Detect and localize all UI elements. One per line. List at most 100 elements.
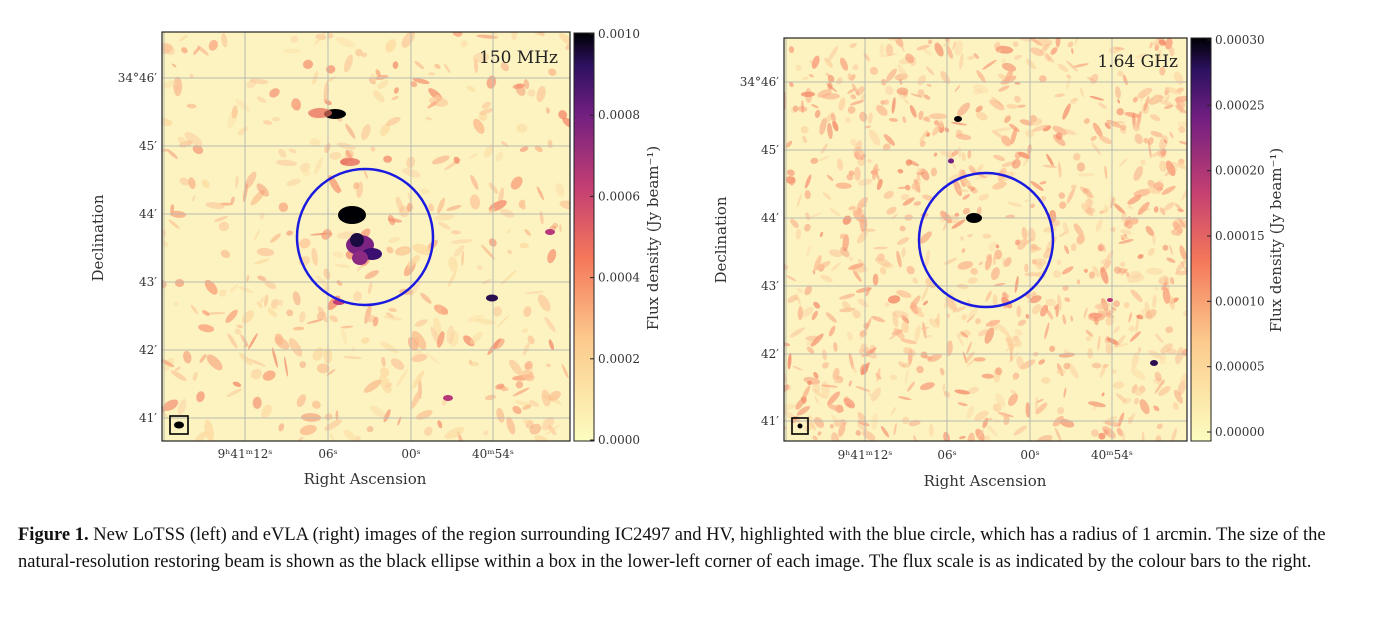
noise-blob [1073, 153, 1081, 161]
source-ic2497 [338, 206, 366, 224]
noise-blob [857, 157, 866, 167]
noise-blob [537, 294, 551, 312]
noise-blob [1183, 165, 1186, 171]
noise-blob [860, 363, 869, 375]
noise-blob [972, 88, 983, 95]
noise-blob [959, 435, 966, 440]
noise-blob [998, 73, 1007, 80]
noise-blob [796, 193, 802, 208]
noise-blob [428, 72, 436, 76]
noise-blob [355, 48, 363, 57]
noise-blob [444, 426, 465, 440]
noise-blob [982, 233, 992, 239]
noise-blob [278, 423, 285, 432]
noise-blob [1127, 194, 1142, 205]
noise-blob [1070, 315, 1074, 322]
noise-blob [876, 178, 883, 191]
noise-blob [813, 371, 819, 379]
noise-blob [1004, 115, 1011, 124]
noise-blob [832, 120, 839, 132]
noise-blob [512, 83, 525, 89]
noise-blob [839, 233, 847, 240]
noise-blob [800, 306, 814, 318]
colorbar-tick-label: 0.0010 [598, 27, 640, 41]
colorbar-left [573, 32, 595, 442]
noise-blob [562, 117, 570, 129]
noise-blob [896, 87, 909, 95]
noise-blob [810, 157, 819, 164]
noise-blob [1140, 159, 1146, 166]
sources-right [948, 116, 1158, 366]
noise-blob [364, 314, 376, 323]
noise-blob [994, 127, 1012, 132]
noise-blob [561, 364, 569, 379]
tick-label: 45′ [761, 143, 779, 157]
noise-blob [1166, 348, 1177, 355]
noise-blob [162, 358, 175, 368]
noise-blob [812, 435, 818, 441]
caption-text: New LoTSS (left) and eVLA (right) images… [18, 525, 1326, 572]
tick-label: 41′ [139, 411, 157, 425]
noise-blob [1128, 325, 1135, 332]
noise-blob [1116, 108, 1124, 116]
tick-label: 42′ [139, 343, 157, 357]
noise-blob [1163, 139, 1168, 144]
noise-blob [816, 261, 831, 271]
noise-blob [883, 99, 889, 105]
noise-blob [1113, 266, 1122, 274]
noise-blob [1104, 421, 1122, 427]
noise-blob [310, 232, 331, 236]
noise-blob [1103, 208, 1109, 214]
noise-blob [1103, 429, 1109, 435]
tick-label: 9ʰ41ᵐ12ˢ [218, 447, 273, 461]
noise-blob [482, 430, 489, 436]
noise-blob [992, 256, 996, 265]
noise-blob [204, 419, 214, 441]
noise-blob [302, 169, 311, 177]
noise-blob [1031, 259, 1037, 265]
noise-blob [387, 218, 402, 223]
noise-blob [1162, 244, 1169, 251]
noise-blob [1104, 122, 1111, 130]
noise-blob [1010, 128, 1017, 145]
noise-blob [919, 140, 926, 148]
noise-blob [1045, 307, 1054, 320]
noise-blob [302, 59, 314, 70]
noise-blob [967, 234, 973, 238]
noise-blob [923, 49, 932, 56]
source [1107, 298, 1113, 302]
noise-blob [487, 338, 501, 356]
noise-blob [1164, 104, 1174, 109]
noise-blob [966, 358, 976, 367]
noise-blob [390, 358, 405, 370]
noise-blob [1091, 142, 1102, 156]
source [352, 251, 368, 265]
noise-blob [1175, 347, 1184, 365]
noise-blob [814, 109, 821, 118]
noise-blob [1137, 201, 1150, 216]
tick-label: 43′ [761, 279, 779, 293]
noise-blob [804, 285, 812, 296]
noise-blob [527, 89, 536, 97]
noise-blob [888, 117, 898, 122]
tick-label: 06ˢ [318, 447, 337, 461]
noise-blob [1061, 266, 1074, 275]
noise-blob [1159, 207, 1166, 216]
noise-blob [1014, 329, 1023, 336]
noise-blob [397, 416, 402, 426]
noise-blob [961, 176, 971, 188]
noise-blob [278, 202, 289, 212]
noise-blob [967, 432, 975, 441]
noise-blob [1010, 389, 1017, 395]
noise-blob [940, 70, 951, 85]
noise-blob [913, 201, 922, 206]
noise-blob [1129, 331, 1141, 342]
noise-blob [1055, 38, 1061, 48]
noise-blob [1117, 70, 1124, 77]
noise-blob [826, 174, 834, 181]
noise-blob [1124, 112, 1141, 118]
colorbar-tick-label: 0.0006 [598, 189, 640, 203]
noise-blob [1073, 223, 1084, 238]
noise-blob [1165, 93, 1170, 104]
noise-blob [851, 83, 860, 96]
